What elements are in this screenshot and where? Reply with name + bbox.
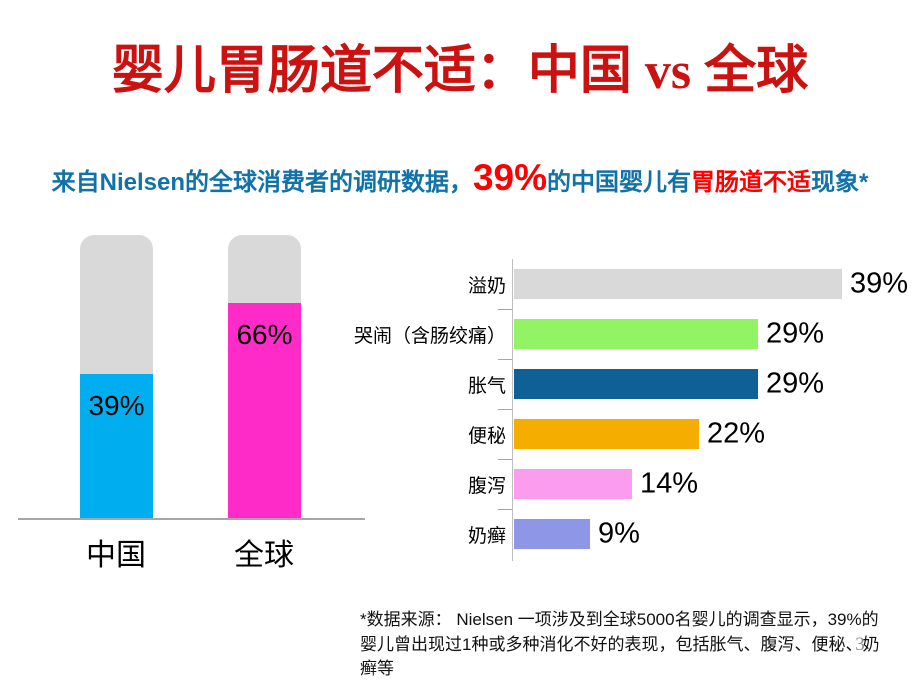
category-label-奶癣: 奶癣 [467,525,506,547]
subtitle-segment-1: 39% [472,157,548,198]
china-vs-global-bar-chart: 39% 中国 66% 全球 [18,235,368,572]
bar-value-label: 29% [766,367,825,400]
bar-value-label: 9% [598,517,640,550]
bar-value-label: 39% [88,390,145,421]
subtitle-segment-3: 胃肠道不适 [691,169,812,196]
subtitle-segment-4: 现象* [811,169,869,196]
bar-便秘 [514,419,699,449]
page-number: 3 [855,634,865,655]
category-label-溢奶: 溢奶 [467,275,506,297]
axis-tick [498,409,512,410]
subtitle-segment-0: 来自Nielsen的全球消费者的调研数据， [51,169,473,196]
bar-fill-全球: 66% [228,303,301,518]
slide-title: 婴儿胃肠道不适：中国 vs 全球 [111,43,809,100]
bar-腹泻 [514,469,632,499]
category-label-中国: 中国 [86,539,146,572]
bar-value-label: 22% [707,417,766,450]
bar-哭闹（含肠绞痛） [514,319,758,349]
bar-fill-中国: 39% [80,374,153,518]
symptoms-bar-chart: 溢奶 39% 哭闹（含肠绞痛） 29% 胀气 29% 便秘 22% 腹泻 14% 奶癣 9% [350,259,910,561]
bar-value-label: 14% [640,467,699,500]
category-label-便秘: 便秘 [467,425,506,447]
axis-tick [498,459,512,460]
bar-溢奶 [514,269,842,299]
bar-value-label: 29% [766,317,825,350]
bar-value-label: 66% [236,319,293,350]
subtitle: 来自Nielsen的全球消费者的调研数据，39%的中国婴儿有胃肠道不适现象* [0,156,920,208]
bar-胀气 [514,369,758,399]
x-axis-line [18,518,365,520]
axis-tick [498,509,512,510]
axis-tick [498,359,512,360]
axis-tick [498,309,512,310]
category-label-腹泻: 腹泻 [467,475,506,497]
bar-track-中国: 39% [80,235,153,518]
bar-奶癣 [514,519,590,549]
category-label-哭闹（含肠绞痛）: 哭闹（含肠绞痛） [353,325,506,347]
footnote: *数据来源： Nielsen 一项涉及到全球5000名婴儿的调查显示，39%的婴… [360,610,880,679]
bar-track-全球: 66% [228,235,301,518]
category-label-胀气: 胀气 [467,375,506,397]
subtitle-segment-2: 的中国婴儿有 [547,169,692,196]
category-axis-line [512,259,513,561]
category-label-全球: 全球 [234,539,294,572]
bar-value-label: 39% [850,267,909,300]
